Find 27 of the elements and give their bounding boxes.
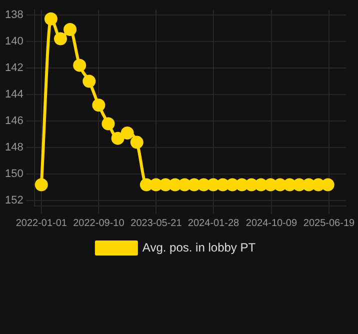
y-tick-label: 140 bbox=[4, 35, 24, 48]
y-tick-label: 146 bbox=[4, 115, 24, 128]
point bbox=[111, 132, 124, 145]
point bbox=[54, 32, 67, 46]
y-tick-label: 138 bbox=[4, 8, 24, 21]
point bbox=[82, 74, 96, 88]
y-tick-label: 142 bbox=[4, 62, 24, 74]
x-tick-label: 2023-05-21 bbox=[130, 218, 182, 229]
x-tick-label: 2025-06-19 bbox=[303, 218, 356, 229]
x-tick-label: 2024-01-28 bbox=[188, 218, 240, 229]
point bbox=[92, 98, 106, 112]
y-tick-label: 152 bbox=[4, 194, 24, 207]
point bbox=[73, 58, 86, 72]
point bbox=[321, 178, 334, 192]
point bbox=[130, 136, 144, 149]
point bbox=[64, 23, 77, 36]
y-tick-label: 144 bbox=[4, 88, 24, 101]
legend-label: Avg. pos. in lobby PT bbox=[142, 240, 256, 254]
point bbox=[44, 12, 58, 26]
x-tick-label: 2024-10-09 bbox=[246, 218, 298, 229]
point bbox=[120, 126, 134, 140]
y-tick-label: 150 bbox=[4, 168, 24, 180]
y-tick-label: 148 bbox=[4, 142, 24, 154]
x-tick-label: 2022-09-10 bbox=[73, 218, 125, 229]
point bbox=[102, 117, 115, 130]
x-tick-label: 2022-01-01 bbox=[16, 218, 68, 229]
point bbox=[34, 178, 48, 192]
